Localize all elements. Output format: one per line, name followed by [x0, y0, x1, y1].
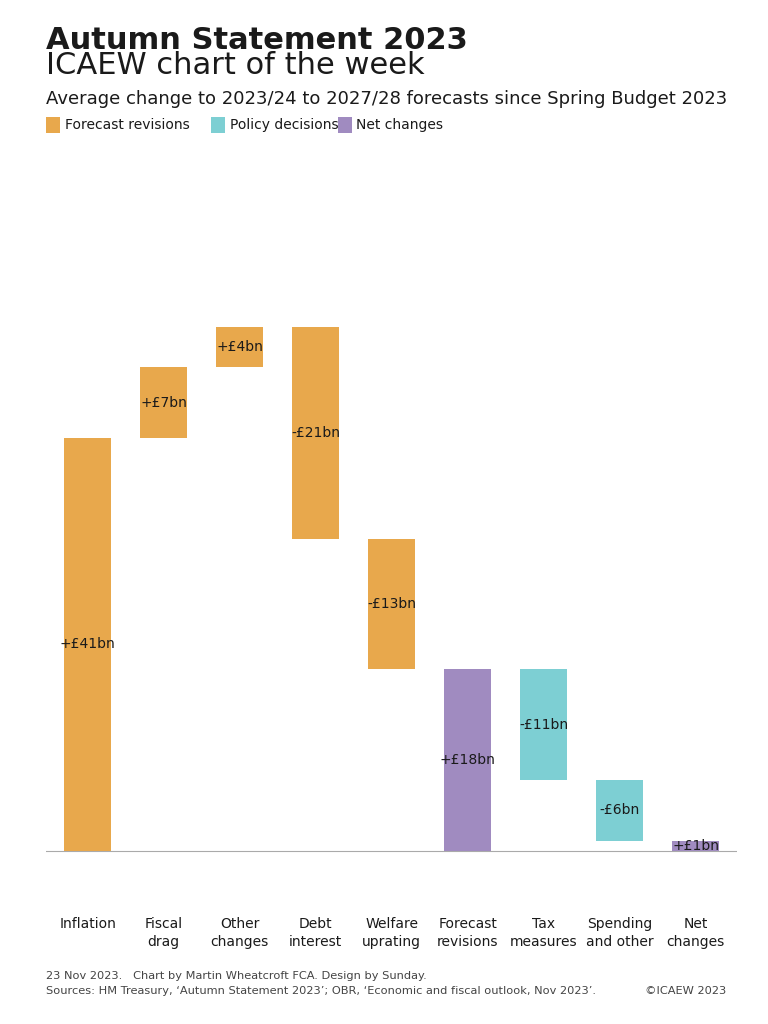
Text: Average change to 2023/24 to 2027/28 forecasts since Spring Budget 2023: Average change to 2023/24 to 2027/28 for…	[46, 90, 727, 109]
Bar	[520, 670, 567, 780]
Text: -£21bn: -£21bn	[291, 426, 340, 439]
Text: +£18bn: +£18bn	[440, 753, 495, 767]
Text: Net changes: Net changes	[356, 118, 443, 132]
Text: -£11bn: -£11bn	[519, 718, 568, 732]
Bar	[672, 841, 719, 851]
Text: +£4bn: +£4bn	[217, 340, 263, 354]
Text: ICAEW chart of the week: ICAEW chart of the week	[46, 51, 425, 80]
Text: Forecast revisions: Forecast revisions	[65, 118, 189, 132]
Bar	[596, 780, 643, 841]
Text: Sources: HM Treasury, ‘Autumn Statement 2023’; OBR, ‘Economic and fiscal outlook: Sources: HM Treasury, ‘Autumn Statement …	[46, 986, 596, 996]
Text: Autumn Statement 2023: Autumn Statement 2023	[46, 26, 468, 54]
Bar	[65, 438, 111, 851]
Text: -£6bn: -£6bn	[599, 804, 640, 817]
Text: +£41bn: +£41bn	[60, 637, 116, 651]
Bar	[292, 327, 339, 539]
Text: ©ICAEW 2023: ©ICAEW 2023	[644, 986, 726, 996]
Bar	[444, 670, 492, 851]
Text: 23 Nov 2023.   Chart by Martin Wheatcroft FCA. Design by Sunday.: 23 Nov 2023. Chart by Martin Wheatcroft …	[46, 971, 427, 981]
Text: Policy decisions: Policy decisions	[230, 118, 338, 132]
Bar	[217, 327, 263, 368]
Text: +£1bn: +£1bn	[672, 839, 719, 853]
Bar	[368, 539, 415, 670]
Text: +£7bn: +£7bn	[141, 395, 187, 410]
Bar	[141, 368, 187, 438]
Text: -£13bn: -£13bn	[367, 597, 416, 611]
